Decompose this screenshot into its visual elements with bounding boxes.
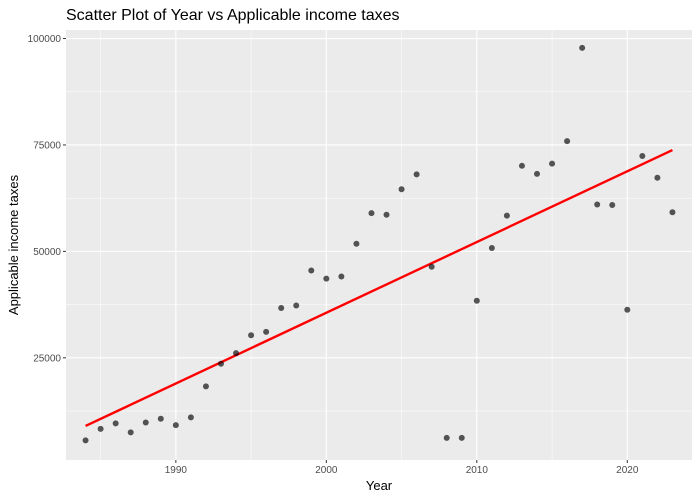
y-axis-title: Applicable income taxes (6, 174, 21, 315)
data-point (202, 383, 209, 390)
data-point (624, 306, 631, 313)
data-point (654, 174, 661, 181)
data-point (383, 211, 390, 218)
trend-line (85, 148, 673, 428)
y-axis: 25000 50000 75000 100000 (28, 34, 66, 364)
data-point (308, 267, 315, 274)
data-point (579, 44, 586, 51)
minor-gridlines (66, 30, 692, 460)
chart-title: Scatter Plot of Year vs Applicable incom… (66, 7, 400, 24)
x-tick-label: 2000 (315, 465, 338, 476)
x-tick-label: 2020 (616, 465, 639, 476)
data-point (157, 415, 164, 422)
data-point (293, 302, 300, 309)
trend-layer (85, 148, 673, 428)
data-point (549, 160, 556, 167)
points-layer (82, 44, 676, 444)
y-tick-label: 75000 (33, 140, 61, 151)
data-point (323, 275, 330, 282)
data-point (368, 210, 375, 217)
y-tick-label: 25000 (33, 353, 61, 364)
x-axis: 1990 2000 2010 2020 (165, 460, 639, 476)
data-point (534, 170, 541, 177)
data-point (233, 350, 240, 357)
data-point (594, 201, 601, 208)
x-tick-label: 1990 (165, 465, 188, 476)
data-point (187, 414, 194, 421)
data-point (217, 360, 224, 367)
data-point (639, 153, 646, 160)
data-point (142, 419, 149, 426)
data-point (97, 425, 104, 432)
data-point (458, 434, 465, 441)
data-point (278, 305, 285, 312)
data-point (443, 434, 450, 441)
data-point (248, 332, 255, 339)
data-point (398, 186, 405, 193)
x-tick-label: 2010 (466, 465, 489, 476)
data-point (473, 297, 480, 304)
data-point (518, 162, 525, 169)
data-point (263, 328, 270, 335)
data-point (488, 244, 495, 251)
data-point (82, 437, 89, 444)
major-gridlines (66, 30, 692, 460)
data-point (112, 420, 119, 427)
data-point (353, 240, 360, 247)
data-point (338, 273, 345, 280)
data-point (609, 201, 616, 208)
data-point (503, 212, 510, 219)
plot-panel (66, 30, 692, 460)
data-point (564, 138, 571, 145)
data-point (127, 429, 134, 436)
data-point (413, 171, 420, 178)
data-point (669, 209, 676, 216)
x-axis-title: Year (366, 478, 393, 493)
data-point (172, 422, 179, 429)
y-tick-label: 100000 (28, 34, 62, 45)
data-point (428, 263, 435, 270)
y-tick-label: 50000 (33, 247, 61, 258)
